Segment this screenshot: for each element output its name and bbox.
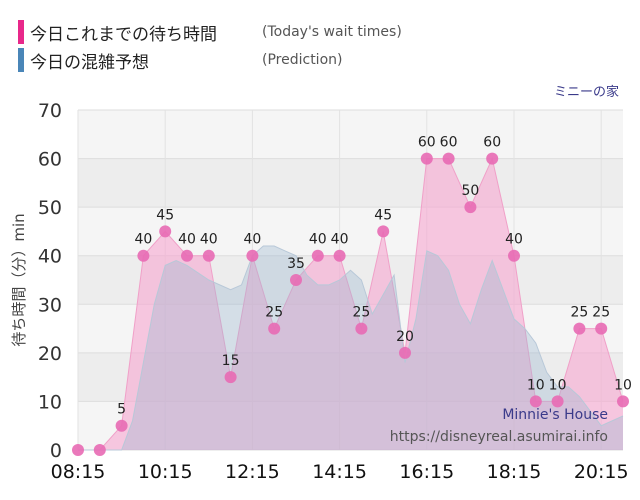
credit-url: https://disneyreal.asumirai.info	[390, 429, 608, 445]
y-tick-label: 20	[38, 343, 62, 365]
prediction-line	[78, 245, 624, 451]
y-tick-label: 50	[38, 197, 62, 219]
data-label: 10	[527, 377, 545, 393]
today-point	[486, 152, 499, 165]
legend-prediction-sub: (Prediction)	[262, 52, 343, 68]
today-point	[181, 249, 193, 262]
today-point	[224, 371, 237, 384]
data-label: 25	[570, 305, 588, 321]
legend-prediction-label: 今日の混雑予想	[30, 52, 149, 73]
prediction-area	[78, 246, 623, 450]
today-point	[399, 346, 411, 359]
today-point	[93, 444, 106, 456]
data-label: 40	[178, 232, 196, 248]
data-label: 60	[483, 135, 501, 151]
data-label: 25	[352, 305, 370, 321]
today-point	[442, 152, 455, 165]
today-point	[508, 249, 520, 262]
grid-band	[78, 158, 623, 208]
x-tick-label: 10:15	[138, 461, 193, 483]
data-points	[72, 152, 629, 456]
y-tick-label: 40	[38, 246, 62, 268]
today-point	[268, 322, 281, 335]
data-label: 45	[156, 207, 174, 223]
legend-prediction-swatch	[18, 48, 24, 72]
data-label: 40	[243, 232, 261, 248]
today-area	[78, 158, 623, 450]
legend-today-swatch	[18, 20, 24, 44]
today-point	[72, 444, 84, 456]
y-tick-label: 30	[38, 294, 62, 316]
y-tick-label: 70	[38, 100, 62, 122]
today-point	[115, 419, 128, 432]
x-tick-label: 14:15	[312, 461, 367, 483]
x-tick-label: 08:15	[51, 461, 106, 483]
data-label: 15	[222, 353, 240, 369]
today-point	[202, 249, 215, 262]
x-tick-label: 12:15	[225, 461, 280, 483]
today-point	[333, 249, 346, 262]
areas	[78, 157, 624, 451]
today-point	[595, 322, 608, 335]
today-point	[355, 322, 368, 335]
y-axis-label: 待ち時間（分）min	[10, 213, 28, 346]
data-label: 10	[614, 377, 632, 393]
data-label: 25	[265, 305, 283, 321]
data-label: 40	[309, 232, 327, 248]
legend-today: 今日これまでの待ち時間 (Today's wait times)	[18, 19, 402, 45]
y-tick-label: 60	[38, 149, 62, 171]
data-label: 40	[200, 232, 218, 248]
data-label: 40	[505, 232, 523, 248]
attraction-name: ミニーの家	[554, 84, 619, 100]
data-label: 45	[374, 207, 392, 223]
data-label: 60	[418, 135, 436, 151]
legend-prediction: 今日の混雑予想 (Prediction)	[18, 47, 342, 73]
today-point	[159, 225, 172, 238]
data-label: 35	[287, 256, 305, 272]
today-point	[420, 152, 433, 165]
data-label: 10	[549, 377, 567, 393]
today-point	[311, 249, 324, 262]
data-label: 40	[134, 232, 152, 248]
today-point	[246, 249, 259, 262]
today-point	[137, 249, 150, 262]
data-label: 50	[461, 183, 479, 199]
today-point	[529, 395, 542, 408]
data-label: 5	[117, 402, 126, 418]
today-point	[464, 201, 477, 214]
credit-name: Minnie's House	[502, 407, 608, 423]
today-point	[617, 395, 629, 408]
today-point	[377, 225, 390, 238]
x-ticks: 08:15 10:15 12:15 14:15 16:15 18:15 20:15	[51, 461, 629, 483]
data-label: 40	[331, 232, 349, 248]
today-point	[290, 274, 302, 286]
legend-today-label: 今日これまでの待ち時間	[30, 24, 217, 45]
today-point	[573, 322, 586, 335]
y-ticks: 0 10 20 30 40 50 60 70	[38, 100, 62, 462]
today-point	[551, 395, 564, 408]
x-tick-label: 18:15	[487, 461, 542, 483]
data-label: 20	[396, 329, 414, 345]
legend-today-sub: (Today's wait times)	[262, 24, 402, 40]
y-tick-label: 0	[50, 440, 62, 462]
x-tick-label: 16:15	[399, 461, 454, 483]
y-tick-label: 10	[38, 391, 62, 413]
data-label: 60	[440, 135, 458, 151]
x-tick-label: 20:15	[574, 461, 629, 483]
data-label: 25	[592, 305, 610, 321]
